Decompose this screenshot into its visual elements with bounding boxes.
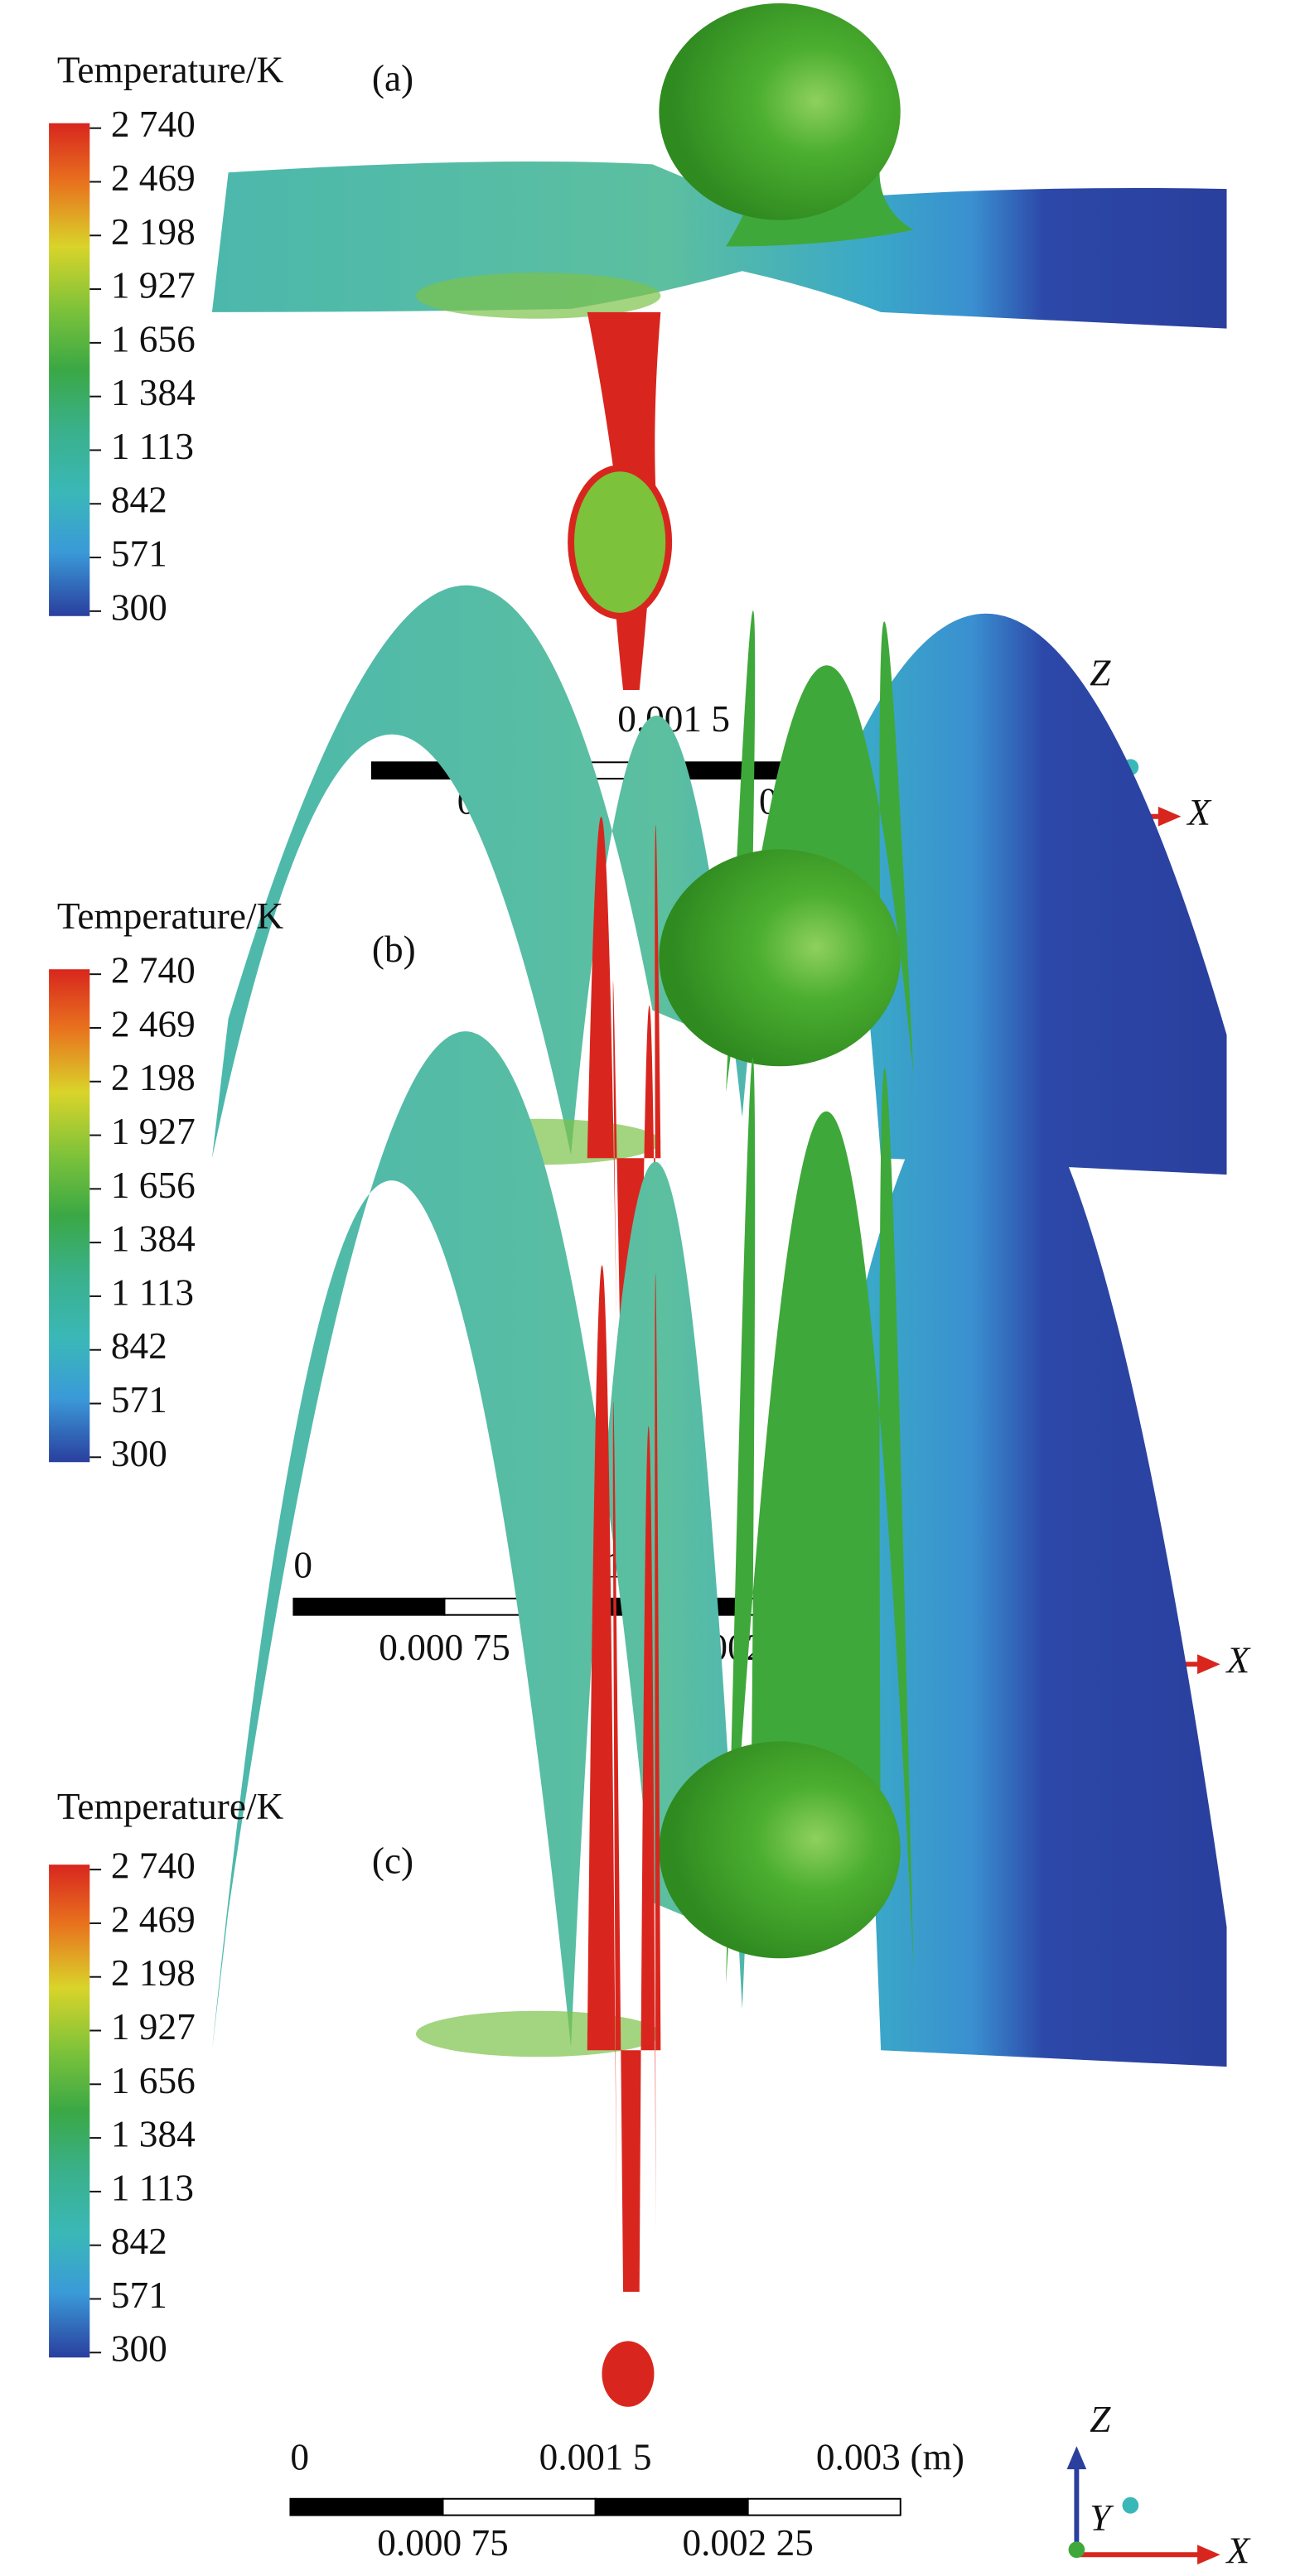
axis-label: X [1186,791,1212,833]
colorbar-label: 1 927 [111,2005,196,2048]
panel: Temperature/K (c) 2 740 2 469 2 198 1 927 1 65… [49,1031,1251,2572]
colorbar-label: 571 [111,1378,167,1421]
scale-unit: (m) [911,2435,964,2477]
scale-label: 0.000 75 [379,1626,510,1668]
melt-pool-zone [416,273,661,319]
colorbar-label: 1 927 [111,263,196,306]
molten-column [587,816,661,1520]
droplet-bead [659,849,901,1067]
scale-label: 0.003 [816,2435,901,2477]
scale-label: 0.002 25 [682,2521,813,2564]
molten-column [587,1265,661,2292]
panel-label: (a) [372,56,413,99]
colorbar-label: 1 927 [111,1110,196,1152]
colorbar-label: 1 113 [111,2166,194,2208]
colorbar [49,969,90,1463]
colorbar-label: 2 469 [111,157,196,199]
axis-label: Z [1090,2398,1111,2440]
axis-label: Y [1090,2496,1114,2539]
colorbar [49,1864,90,2358]
scale-label: 0.001 5 [539,2435,652,2477]
colorbar-title: Temperature/K [57,895,284,937]
scale-bar-segment [594,2497,749,2516]
colorbar-label: 2 198 [111,1951,196,1994]
colorbar-label: 1 656 [111,2059,196,2101]
axis-x-head [1158,806,1182,827]
colorbar-label: 1 384 [111,371,196,413]
colorbar-label: 2 469 [111,1002,196,1044]
panel-label: (c) [372,1840,413,1882]
colorbar-label: 842 [111,479,167,521]
colorbar-label: 1 113 [111,1271,194,1313]
scale-bar-segment [442,2497,597,2516]
axis-label: X [1225,1639,1252,1681]
colorbar-label: 1 113 [111,425,194,467]
panel: Temperature/K (a) 2 740 2 469 2 198 1 927 1 65… [49,2,1227,833]
colorbar-label: 842 [111,1324,167,1367]
colorbar-label: 571 [111,2274,167,2316]
colorbar-label: 2 740 [111,1844,196,1886]
scale-bar-segment [292,1597,446,1616]
droplet-bead [659,2,901,220]
axis-y-dot [1068,2541,1085,2559]
axis-z-head [1066,2446,1087,2470]
droplet-bead [659,1741,901,1959]
molten-blob [568,465,673,620]
scale-label: 0 [293,1543,312,1585]
colorbar-label: 300 [111,2328,167,2370]
axis-dot [1122,2496,1139,2514]
colorbar-label: 1 656 [111,1164,196,1206]
colorbar-label: 1 384 [111,2112,196,2154]
colorbar-label: 1 656 [111,317,196,359]
melt-pool-zone [416,2010,661,2057]
axis-label: Z [1090,651,1111,693]
scale-label: 0.000 75 [377,2521,508,2564]
colorbar-title: Temperature/K [57,49,284,91]
colorbar-label: 2 198 [111,1056,196,1098]
axis-label: X [1225,2530,1252,2572]
colorbar-label: 300 [111,1432,167,1474]
colorbar-label: 300 [111,586,167,628]
colorbar-label: 2 740 [111,948,196,991]
scale-bar-segment [747,2497,901,2516]
scale-bar-segment [289,2497,444,2516]
axis-x-head [1197,2545,1220,2565]
panel-label: (b) [372,928,416,970]
colorbar-label: 2 740 [111,103,196,145]
scale-label: 0 [290,2435,309,2477]
colorbar-label: 2 198 [111,210,196,253]
colorbar-label: 842 [111,2220,167,2262]
sheet-surface [211,585,1227,1175]
colorbar-label: 571 [111,532,167,574]
colorbar-title: Temperature/K [57,1785,284,1827]
colorbar [49,123,90,616]
colorbar-label: 2 469 [111,1898,196,1940]
colorbar-label: 1 384 [111,1217,196,1259]
detached-droplet [602,2341,655,2407]
sheet-surface [211,1031,1227,2067]
axis-x-head [1197,1654,1220,1675]
